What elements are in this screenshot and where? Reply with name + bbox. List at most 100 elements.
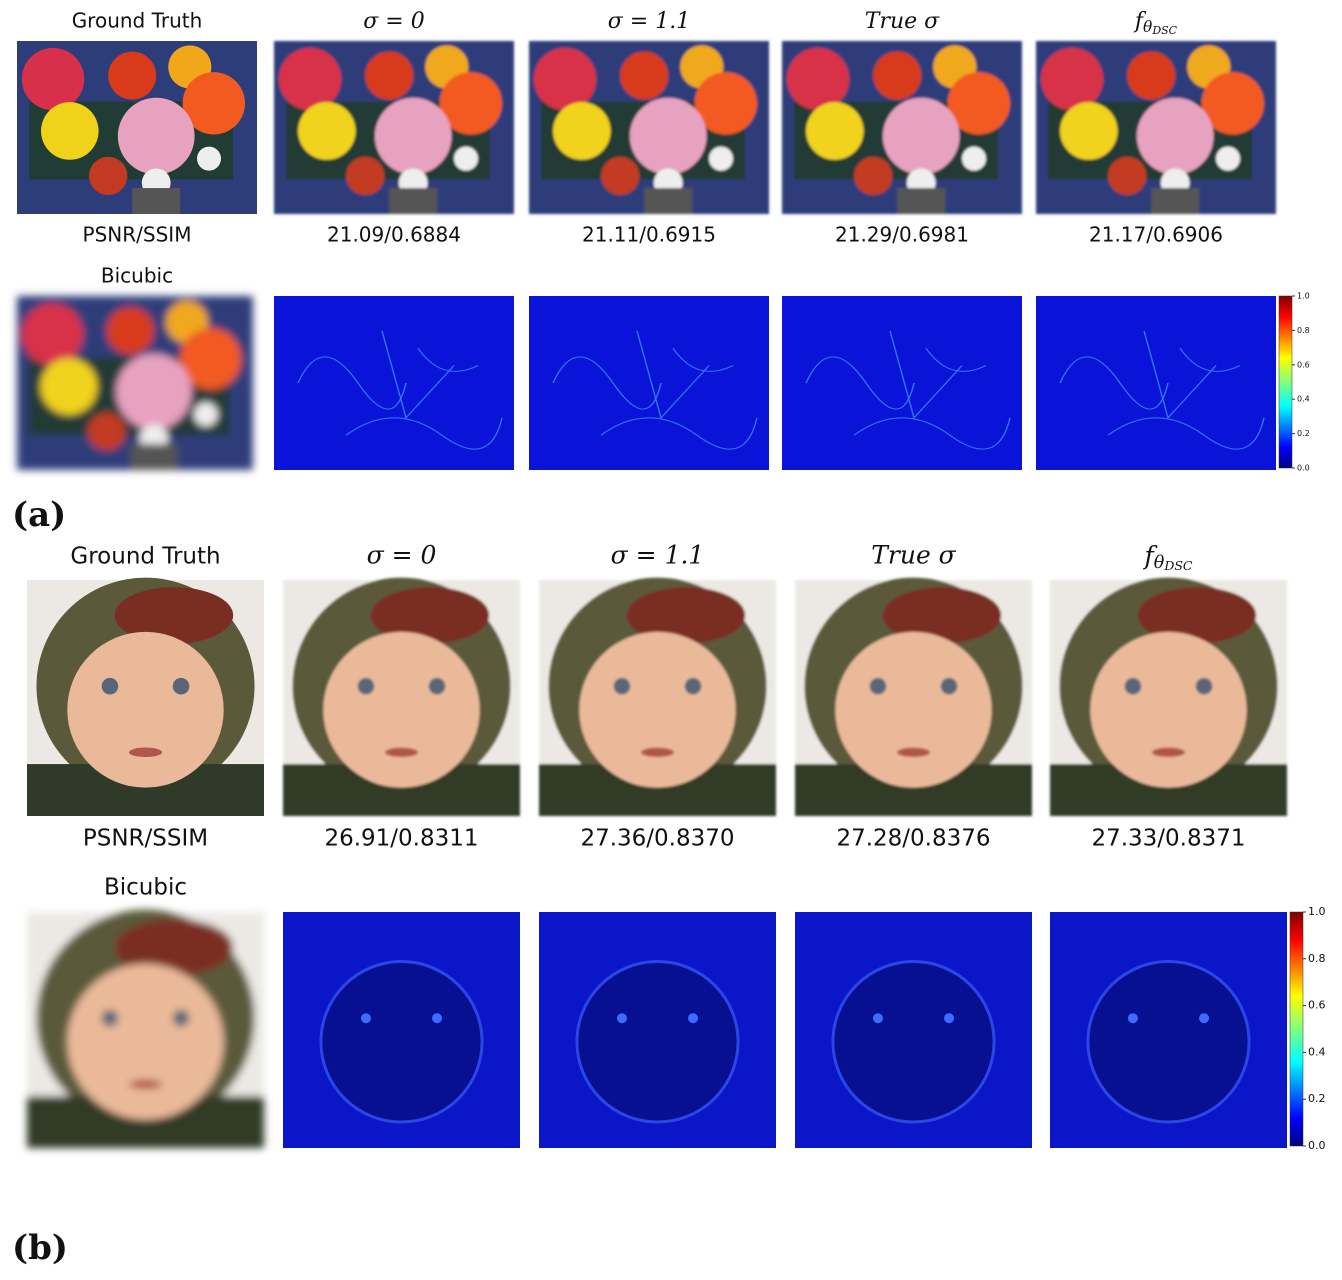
error-edge: [616, 1013, 627, 1024]
error-edge: [319, 960, 484, 1124]
flower: [117, 97, 195, 175]
colorbar-tick-label: 0.0: [1297, 464, 1310, 473]
face: [835, 631, 992, 788]
column-header: True σ: [865, 9, 940, 34]
flower: [21, 303, 84, 365]
score: 21.17/0.6906: [1089, 223, 1223, 247]
flower: [1040, 47, 1104, 111]
column-header: True σ: [871, 541, 956, 570]
eye: [613, 677, 631, 695]
error-edge: [432, 1013, 443, 1024]
vase: [897, 188, 946, 214]
error-edge: [636, 330, 710, 420]
flower: [108, 51, 157, 100]
error-edge: [381, 330, 455, 420]
error-bg: [1036, 296, 1276, 470]
eye: [101, 677, 119, 695]
colorbar-tick-label: 0.2: [1308, 1092, 1326, 1105]
eye: [1195, 677, 1213, 695]
error-map: [1036, 296, 1276, 470]
flower: [629, 97, 707, 175]
flower: [620, 51, 669, 100]
flower: [197, 146, 221, 171]
flower: [694, 72, 757, 135]
flower: [1108, 156, 1147, 196]
error-edge: [552, 356, 662, 410]
flower: [87, 412, 126, 451]
face: [67, 631, 224, 788]
error-map: [782, 296, 1022, 470]
face: [579, 631, 736, 788]
flower-image: [1036, 41, 1276, 214]
flower: [1127, 51, 1176, 100]
baby-image: [539, 577, 776, 816]
flower: [1201, 72, 1265, 135]
column-header: σ = 1.1: [611, 541, 705, 570]
column-header: Ground Truth: [70, 544, 220, 570]
score: 27.36/0.8370: [580, 826, 734, 852]
error-map: [529, 296, 769, 470]
metric-label: PSNR/SSIM: [83, 223, 192, 247]
error-edge: [360, 1013, 371, 1024]
vase: [132, 188, 181, 214]
error-edge: [1107, 417, 1265, 450]
bicubic-label: Bicubic: [101, 264, 173, 288]
error-edge: [853, 417, 1011, 450]
baby-image: [283, 577, 520, 816]
eye: [940, 677, 958, 695]
column-header: fθDSC: [1133, 9, 1178, 37]
flower: [374, 97, 452, 175]
hat-top: [626, 587, 746, 644]
column-header: σ = 1.1: [608, 9, 690, 34]
score: 21.09/0.6884: [327, 223, 461, 247]
header-subsub: DSC: [1163, 558, 1193, 573]
error-map: [1050, 912, 1287, 1148]
column-header: σ = 0: [363, 9, 424, 34]
colorbar-tick-label: 0.8: [1308, 952, 1326, 965]
flower: [709, 146, 733, 171]
hat-top: [114, 587, 234, 644]
header-sub: θ: [1143, 18, 1153, 36]
error-map: [283, 912, 520, 1148]
score: 27.28/0.8376: [836, 826, 990, 852]
error-map: [795, 912, 1032, 1148]
flower: [298, 102, 356, 160]
flower: [179, 327, 242, 390]
error-map: [274, 296, 514, 470]
colorbar-tick-label: 0.8: [1297, 326, 1310, 335]
hat-top: [370, 587, 490, 644]
flower: [962, 146, 986, 171]
face: [67, 963, 224, 1120]
flower-image: [17, 41, 257, 214]
flower: [106, 307, 154, 355]
score: 26.91/0.8311: [324, 826, 478, 852]
flower: [89, 156, 128, 196]
error-map: [539, 912, 776, 1148]
flower: [40, 358, 98, 415]
header-sub: θ: [1154, 553, 1165, 573]
flower-image: [529, 41, 769, 214]
flower: [1216, 146, 1240, 171]
eye: [1124, 677, 1142, 695]
error-edge: [872, 1013, 883, 1024]
error-edge: [1199, 1013, 1210, 1024]
error-edge: [1059, 356, 1169, 410]
flower-image: [782, 41, 1022, 214]
score: 21.29/0.6981: [835, 223, 969, 247]
hat-top: [882, 587, 1002, 644]
eye: [357, 677, 375, 695]
colorbar-tick-label: 0.4: [1297, 395, 1310, 404]
error-edge: [1086, 960, 1251, 1124]
flower: [806, 102, 864, 160]
colorbar: [1278, 295, 1293, 469]
flower: [854, 156, 893, 196]
vase: [130, 443, 178, 470]
error-edge: [417, 347, 479, 372]
flower: [1136, 97, 1214, 175]
colorbar: [1289, 911, 1304, 1147]
flower: [873, 51, 922, 100]
column-header: σ = 0: [367, 541, 437, 570]
baby-image: [795, 577, 1032, 816]
error-edge: [805, 356, 915, 410]
